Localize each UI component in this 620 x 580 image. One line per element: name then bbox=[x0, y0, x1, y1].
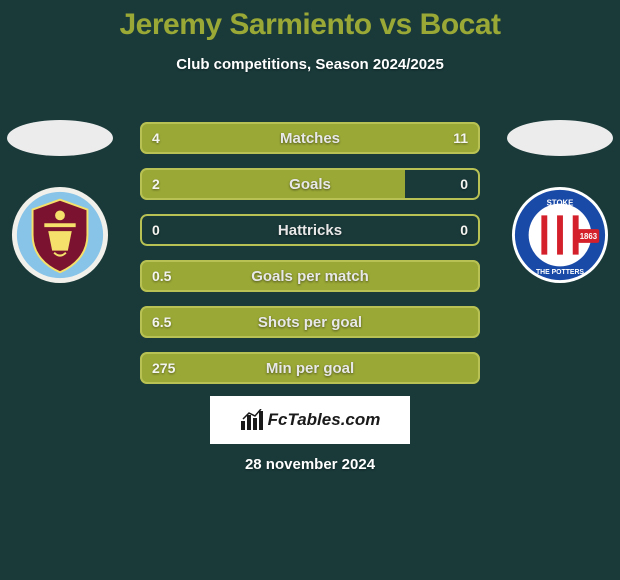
subtitle: Club competitions, Season 2024/2025 bbox=[0, 56, 620, 73]
stat-bars: 411Matches20Goals00Hattricks0.5Goals per… bbox=[140, 122, 480, 398]
stoke-badge: STOKE THE POTTERS 1863 bbox=[511, 186, 609, 284]
stat-row: 0 0Hattricks bbox=[140, 214, 480, 246]
fctables-watermark: FcTables.com bbox=[210, 396, 410, 444]
svg-text:1863: 1863 bbox=[580, 232, 598, 241]
stat-oval-right bbox=[507, 120, 613, 156]
page-title: Jeremy Sarmiento vs Bocat bbox=[0, 0, 620, 42]
bar-fill-right bbox=[231, 122, 480, 154]
stat-row: 411Matches bbox=[140, 122, 480, 154]
stat-value-left: 0 bbox=[152, 214, 160, 246]
svg-text:THE POTTERS: THE POTTERS bbox=[536, 269, 584, 276]
svg-text:STOKE: STOKE bbox=[547, 199, 574, 208]
club-right: STOKE THE POTTERS 1863 bbox=[500, 120, 620, 284]
stat-value-right: 0 bbox=[460, 168, 468, 200]
vs-text: vs bbox=[379, 8, 411, 41]
player2-name: Bocat bbox=[420, 8, 501, 41]
stat-row: 6.5Shots per goal bbox=[140, 306, 480, 338]
player1-name: Jeremy Sarmiento bbox=[119, 8, 371, 41]
burnley-badge bbox=[11, 186, 109, 284]
comparison-card: Jeremy Sarmiento vs Bocat Club competiti… bbox=[0, 0, 620, 580]
bars-icon bbox=[240, 409, 264, 431]
stat-row: 20Goals bbox=[140, 168, 480, 200]
club-left bbox=[0, 120, 120, 284]
watermark-text: FcTables.com bbox=[268, 410, 381, 430]
stat-oval-left bbox=[7, 120, 113, 156]
stat-row: 275Min per goal bbox=[140, 352, 480, 384]
bar-fill-left bbox=[140, 306, 480, 338]
stat-row: 0.5Goals per match bbox=[140, 260, 480, 292]
bar-border bbox=[140, 214, 480, 246]
date-text: 28 november 2024 bbox=[0, 456, 620, 473]
stat-label: Hattricks bbox=[140, 214, 480, 246]
bar-fill-left bbox=[140, 168, 405, 200]
stat-value-right: 0 bbox=[460, 214, 468, 246]
bar-fill-left bbox=[140, 352, 480, 384]
bar-fill-left bbox=[140, 260, 480, 292]
bar-fill-left bbox=[140, 122, 231, 154]
